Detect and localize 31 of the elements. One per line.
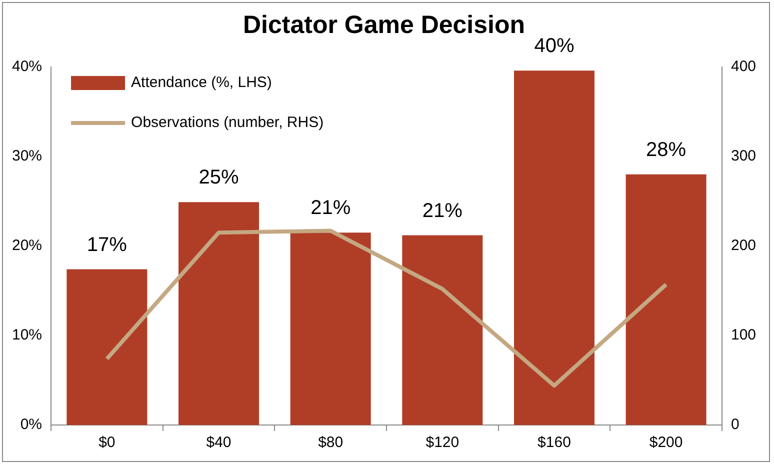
data-label: 17% — [86, 234, 128, 256]
y2-tick-label: 300 — [730, 148, 756, 165]
data-label: 21% — [422, 200, 463, 222]
data-label: 21% — [310, 197, 351, 220]
x-tick-label: $120 — [426, 434, 460, 452]
bar — [178, 202, 260, 425]
data-label: 40% — [534, 35, 574, 58]
y2-tick-label: 0 — [730, 416, 740, 434]
bar — [290, 232, 371, 425]
x-tick-label: $160 — [538, 434, 571, 452]
data-label: 28% — [646, 138, 686, 161]
y2-tick-label: 200 — [730, 237, 756, 254]
legend-label: Observations (number, RHS) — [131, 114, 324, 132]
data-label: 25% — [198, 166, 239, 189]
y-tick-label: 20% — [12, 237, 42, 254]
x-tick-label: $40 — [206, 434, 232, 452]
y-tick-label: 30% — [12, 148, 42, 165]
x-tick-label: $0 — [98, 434, 116, 452]
bar — [626, 174, 706, 425]
x-tick-label: $80 — [318, 434, 344, 452]
bar — [402, 235, 483, 425]
y-tick-label: 10% — [12, 326, 42, 344]
legend-label: Attendance (%, LHS) — [131, 74, 272, 92]
bar — [66, 269, 148, 425]
y2-tick-label: 100 — [730, 326, 756, 344]
x-tick-label: $200 — [649, 434, 683, 452]
bar — [514, 70, 594, 425]
y2-tick-label: 400 — [730, 58, 756, 76]
y-tick-label: 0% — [20, 416, 42, 434]
y-tick-label: 40% — [12, 58, 42, 76]
chart-title: Dictator Game Decision — [242, 10, 526, 39]
